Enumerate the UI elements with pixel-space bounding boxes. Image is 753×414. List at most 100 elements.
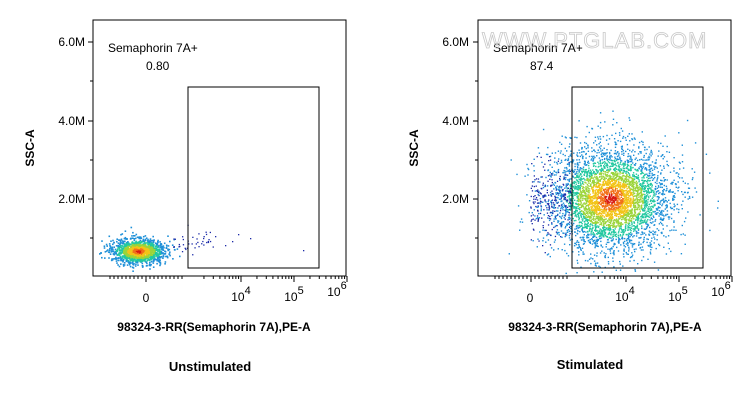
event-point <box>585 195 588 198</box>
event-point <box>641 179 643 181</box>
event-point <box>623 197 625 200</box>
event-point <box>143 257 146 259</box>
event-point <box>118 248 121 250</box>
event-point <box>575 193 578 195</box>
event-point <box>617 234 619 236</box>
event-point <box>638 244 640 246</box>
event-point <box>619 199 621 202</box>
event-point <box>212 246 214 248</box>
event-point <box>122 245 124 247</box>
event-point <box>225 245 227 247</box>
event-point <box>660 142 662 145</box>
event-point <box>125 249 128 252</box>
event-point <box>593 271 595 273</box>
event-point <box>605 253 607 255</box>
event-point <box>641 221 643 224</box>
event-point <box>641 131 643 133</box>
event-point <box>545 205 547 207</box>
event-point <box>633 243 636 245</box>
event-point <box>576 171 578 173</box>
event-point <box>631 233 633 235</box>
event-point <box>635 230 637 233</box>
event-point <box>573 187 575 189</box>
event-point <box>527 174 529 176</box>
event-point <box>612 174 614 176</box>
event-point <box>585 215 587 217</box>
event-point <box>587 193 589 196</box>
event-point <box>593 202 595 204</box>
event-point <box>608 188 611 190</box>
event-point <box>630 218 632 220</box>
event-point <box>588 179 591 181</box>
event-point <box>159 253 162 255</box>
event-point <box>587 210 589 212</box>
event-point <box>583 173 585 176</box>
event-point <box>162 254 165 256</box>
event-point <box>563 214 566 217</box>
event-point <box>148 263 151 266</box>
event-point <box>636 208 639 210</box>
event-point <box>121 250 123 253</box>
event-point <box>613 251 615 253</box>
event-point <box>649 251 652 253</box>
event-point <box>634 168 636 170</box>
event-point <box>674 196 676 198</box>
event-point <box>620 179 623 182</box>
event-point <box>114 248 117 251</box>
event-point <box>610 184 613 186</box>
event-point <box>624 196 626 199</box>
event-point <box>587 161 589 164</box>
event-point <box>642 249 644 251</box>
event-point <box>657 190 660 192</box>
event-point <box>576 247 579 249</box>
event-point <box>126 253 129 255</box>
event-point <box>135 242 137 244</box>
event-point <box>238 234 240 236</box>
event-point <box>621 172 623 174</box>
event-point <box>605 218 607 220</box>
event-point <box>136 255 139 258</box>
event-point <box>607 143 610 145</box>
event-point <box>607 190 610 192</box>
event-point <box>600 153 602 156</box>
event-point <box>565 225 567 228</box>
event-point <box>146 249 149 251</box>
event-point <box>112 250 115 252</box>
event-point <box>129 238 132 240</box>
event-point <box>546 254 549 256</box>
event-point <box>673 209 675 211</box>
event-point <box>603 193 605 196</box>
event-point <box>581 178 583 180</box>
event-point <box>155 242 157 244</box>
event-point <box>588 155 591 158</box>
event-point <box>561 207 564 209</box>
event-point <box>655 161 657 164</box>
event-point <box>640 196 643 198</box>
event-point <box>601 177 603 179</box>
event-point <box>627 199 630 201</box>
event-point <box>629 198 631 201</box>
event-point <box>132 242 134 244</box>
event-point <box>590 159 592 161</box>
event-point <box>626 213 628 215</box>
event-point <box>628 180 630 182</box>
event-point <box>603 178 605 181</box>
event-point <box>599 252 602 254</box>
event-point <box>636 184 639 187</box>
event-point <box>602 209 604 211</box>
event-point <box>134 237 137 240</box>
event-point <box>609 205 612 207</box>
event-point <box>592 191 594 193</box>
event-point <box>630 231 632 234</box>
event-point <box>644 159 646 161</box>
event-point <box>119 253 121 255</box>
event-point <box>146 251 148 253</box>
event-point <box>612 220 615 222</box>
event-point <box>576 175 579 177</box>
event-point <box>108 251 111 254</box>
event-point <box>134 246 136 249</box>
event-point <box>629 188 631 191</box>
event-point <box>624 221 626 224</box>
event-point <box>631 209 633 212</box>
event-point <box>611 224 613 227</box>
